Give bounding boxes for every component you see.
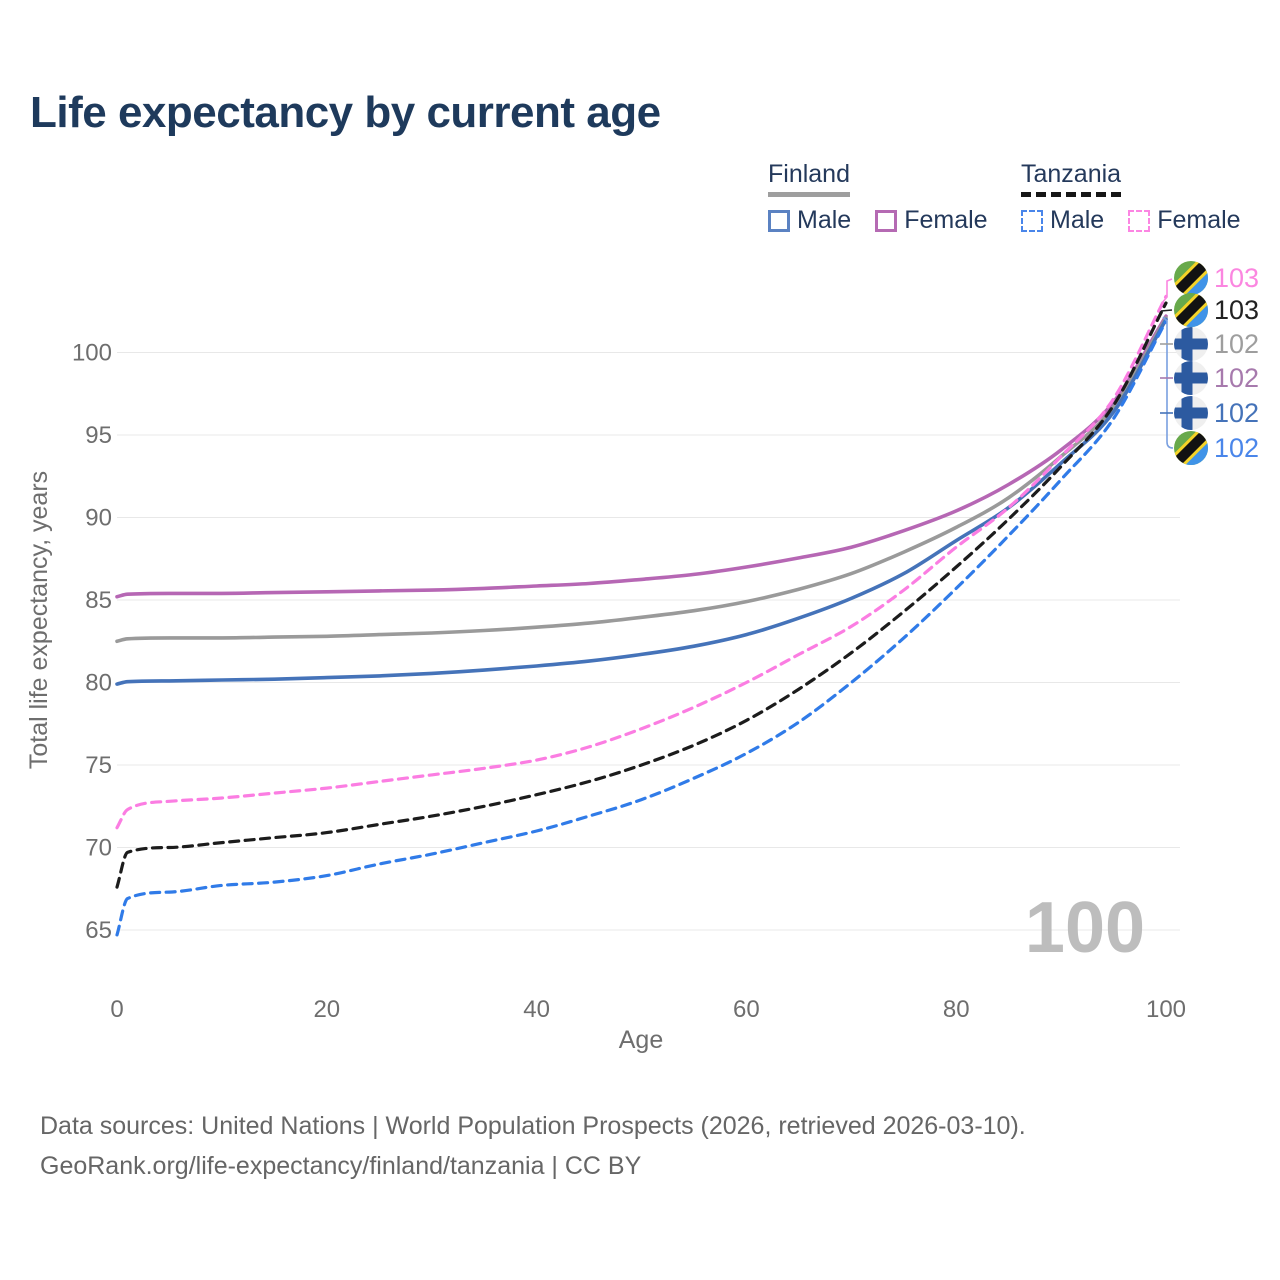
y-tick-label-85: 85 [85,587,112,614]
end-label-value-finland-male: 102 [1214,398,1259,428]
legend-item-finland-female[interactable]: Female [875,206,988,235]
legend-group-tanzania: Tanzania Male Female [1021,160,1241,235]
x-tick-label-40: 40 [523,996,550,1023]
chart-title: Life expectancy by current age [30,88,661,137]
age-counter-watermark: 100 [1025,888,1145,968]
series-line-tanzania-male [115,319,1168,937]
series-line-finland-female [115,314,1168,599]
y-tick-label-65: 65 [85,917,112,944]
tanzania-female-swatch-icon [1128,209,1151,232]
x-tick-label-100: 100 [1146,996,1186,1023]
footer-data-sources: Data sources: United Nations | World Pop… [40,1112,1026,1140]
finland-male-swatch-icon [768,209,790,232]
y-tick-label-100: 100 [72,340,112,367]
end-label-value-tanzania-both-sexes: 103 [1214,295,1259,325]
tanzania-flag-icon [1174,431,1208,465]
legend-group-finland: Finland Male Female [768,160,988,235]
series-lines [115,294,1168,937]
end-label-leader-lines [1160,278,1174,449]
legend-country-tanzania: Tanzania [1021,160,1122,197]
leader-tanzania-both [1160,309,1173,312]
legend-label: Female [904,206,988,234]
y-tick-label-75: 75 [85,752,112,779]
footer-attribution: GeoRank.org/life-expectancy/finland/tanz… [40,1152,642,1180]
finland-flag-icon [1174,396,1208,430]
legend-item-tanzania-female[interactable]: Female [1128,206,1241,235]
x-tick-label-80: 80 [943,996,970,1023]
y-axis-tick-labels: 65 70 75 80 85 90 95 100 [72,340,112,945]
end-label-value-finland-female: 102 [1214,363,1259,393]
x-tick-label-20: 20 [313,996,340,1023]
tanzania-flag-icon [1174,293,1208,327]
end-label-value-finland-both-sexes: 102 [1214,329,1259,359]
finland-flag-icon [1174,361,1208,395]
gridlines [117,352,1180,931]
y-tick-label-95: 95 [85,422,112,449]
legend-item-finland-male[interactable]: Male [768,206,851,235]
finland-flag-icon [1174,327,1208,361]
finland-female-swatch-icon [875,209,898,232]
legend-label: Male [797,206,852,234]
x-axis-tick-labels: 0 20 40 60 80 100 [110,996,1186,1023]
y-axis-title: Total life expectancy, years [25,471,53,769]
tanzania-flag-icon [1174,261,1208,295]
y-tick-label-70: 70 [85,835,112,862]
legend-label: Female [1157,206,1241,234]
leader-tanzania-female [1161,278,1173,304]
tanzania-male-swatch-icon [1021,209,1043,232]
legend-country-finland: Finland [768,160,850,197]
series-line-tanzania-both-sexes [115,301,1168,889]
end-label-value-tanzania-male: 102 [1214,433,1259,463]
legend-item-tanzania-male[interactable]: Male [1021,206,1104,235]
legend-label: Male [1050,206,1105,234]
x-tick-label-60: 60 [733,996,760,1023]
y-tick-label-90: 90 [85,505,112,532]
y-tick-label-80: 80 [85,670,112,697]
series-line-finland-male [115,317,1168,686]
series-line-tanzania-female [115,294,1168,830]
end-label-value-tanzania-female: 103 [1214,263,1259,293]
x-tick-label-0: 0 [110,996,123,1023]
footer: Data sources: United Nations | World Pop… [40,1106,1026,1186]
series-line-finland-both-sexes [115,316,1168,644]
leader-bracket [1162,316,1174,449]
x-axis-title: Age [619,1026,663,1054]
